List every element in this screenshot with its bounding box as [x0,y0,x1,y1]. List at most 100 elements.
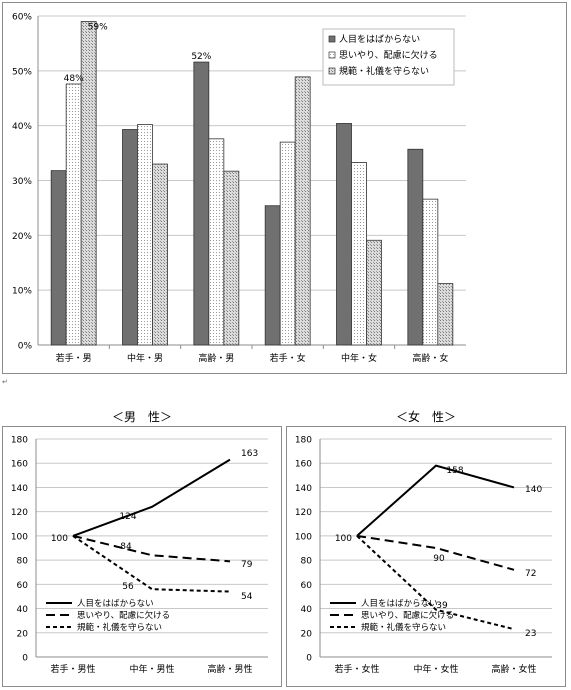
bar [351,162,367,346]
bar [137,124,153,346]
x-tick-label: 高齢・男 [198,352,234,364]
legend-label: 人目をはばからない [77,599,154,609]
x-tick-label: 若手・男 [56,352,92,364]
bar [294,76,311,346]
bar [80,21,97,346]
point-label: 158 [446,466,463,476]
x-tick-label: 中年・女 [341,352,377,364]
bar [422,198,439,346]
legend-swatch [328,51,336,59]
x-tick-label: 中年・男 [127,352,163,364]
data-label: 59% [88,22,108,32]
point-label: 90 [433,554,445,564]
y-tick-label: 120 [295,508,312,518]
bar [407,148,424,346]
x-tick-label: 若手・男性 [50,663,95,675]
bar [208,138,225,346]
bar [50,170,67,346]
legend-label: 人目をはばからない [339,34,420,45]
y-tick-label: 80 [17,557,29,567]
y-tick-label: 60 [301,581,313,591]
legend-label: 思いやり、配慮に欠ける [77,610,170,621]
y-tick-label: 10% [12,287,32,297]
point-label: 79 [241,560,253,570]
y-tick-label: 40 [17,605,29,615]
y-tick-label: 40% [12,122,32,132]
x-tick-label: 高齢・女 [412,352,448,364]
y-tick-label: 140 [11,484,28,494]
chart-frame [286,426,566,687]
y-tick-label: 80 [301,557,313,567]
point-label: 54 [241,592,253,602]
series-line [72,458,231,537]
bar [122,129,138,346]
series-line [356,464,515,537]
chart-frame [2,426,282,687]
legend-label: 人目をはばからない [361,599,438,609]
bar [193,61,210,346]
bar [65,83,82,346]
legend-label: 規範・礼儀を守らない [339,65,429,77]
series-line [356,535,515,631]
y-tick-label: 100 [11,532,28,542]
point-label: 124 [119,512,136,522]
bar [366,239,382,346]
bar [264,205,281,346]
legend-label: 規範・礼儀を守らない [361,622,446,633]
y-tick-label: 40 [301,605,313,615]
bar [336,123,352,346]
y-tick-label: 20% [12,232,32,242]
point-label: 72 [525,569,536,579]
x-tick-label: 高齢・女性 [491,663,536,675]
x-tick-label: 若手・女性 [334,663,379,675]
series-line [72,534,231,563]
y-tick-label: 20 [17,629,29,639]
legend-label: 思いやり、配慮に欠ける [361,610,454,621]
y-tick-label: 0 [22,654,28,664]
y-tick-label: 160 [295,460,312,470]
x-tick-label: 若手・女 [270,352,306,364]
y-tick-label: 160 [11,460,28,470]
point-label: 84 [120,542,132,552]
line-chart-female: ＜女 性＞ 0 20 40 60 80 100 120 140 160 180 若手・女性 中年・女性… [286,409,566,687]
legend-box [322,28,455,86]
y-tick-label: 60 [17,581,29,591]
series-line [356,534,515,571]
y-tick-label: 20 [301,629,313,639]
y-tick-label: 180 [295,436,312,446]
chart-title: ＜女 性＞ [396,409,456,424]
y-tick-label: 30% [12,177,32,187]
y-tick-label: 180 [11,436,28,446]
y-tick-label: 140 [295,484,312,494]
point-label: 23 [525,629,536,639]
y-tick-label: 100 [295,532,312,542]
x-tick-label: 中年・男性 [129,663,174,675]
y-tick-label: 0% [18,342,33,352]
point-label: 100 [51,534,68,544]
bar [223,170,240,346]
y-tick-label: 120 [11,508,28,518]
legend-swatch [328,67,336,75]
legend-label: 思いやり、配慮に欠ける [339,49,438,61]
series-line [72,535,231,593]
stray-mark: ↵ [2,378,8,386]
legend-swatch [328,35,336,43]
point-label: 140 [525,485,542,495]
point-label: 56 [122,582,134,592]
x-tick-label: 中年・女性 [413,663,458,675]
bar [152,163,168,346]
y-tick-label: 50% [12,67,32,77]
y-tick-label: 60% [12,13,32,23]
x-tick-label: 高齢・男性 [207,663,252,675]
data-label: 48% [64,74,84,84]
point-label: 163 [241,449,258,459]
chart-title: ＜男 性＞ [112,410,172,424]
point-label: 39 [436,601,448,611]
y-tick-label: 0 [306,654,312,664]
bar [437,283,454,346]
bar-chart: 0% 10% 20% 30% 40% 50% 60% 若手・男 中年・男 高齢・男 若手・女 中年・… [2,2,567,374]
line-chart-male: ＜男 性＞ 0 20 40 60 80 100 120 140 160 180 若手・男性 中年・男性… [2,410,282,687]
